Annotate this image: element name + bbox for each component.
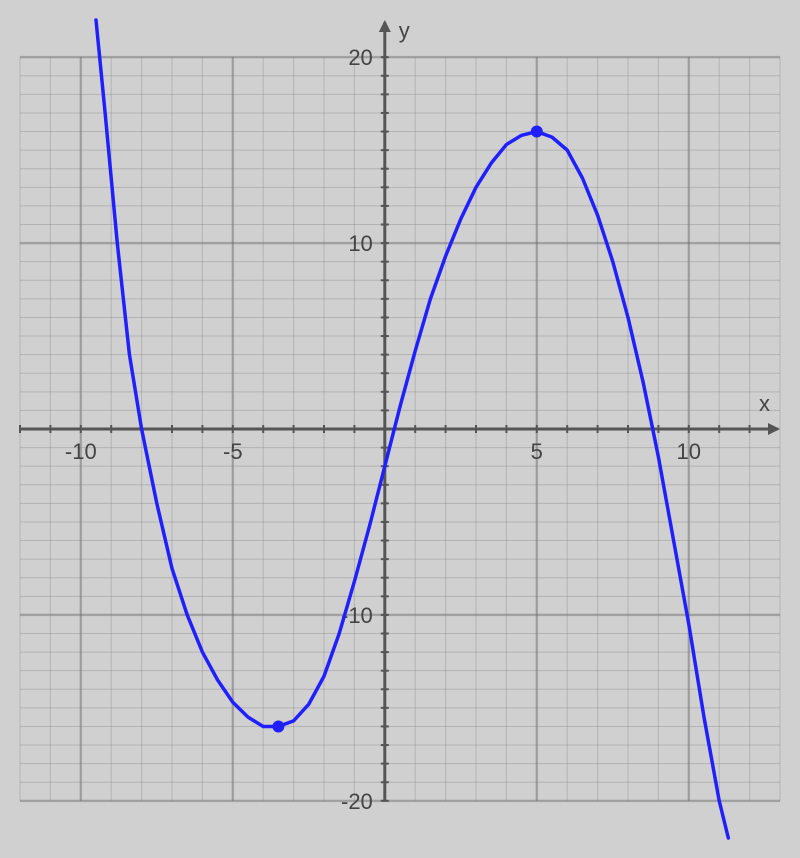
x-tick-label: 10 — [677, 439, 701, 464]
extremum-marker — [272, 720, 284, 732]
y-tick-label: 10 — [348, 231, 372, 256]
chart-container: yx-10-55102010-10-20 — [0, 0, 800, 858]
x-tick-label: -10 — [65, 439, 97, 464]
chart-svg: yx-10-55102010-10-20 — [0, 0, 800, 858]
x-axis-label: x — [759, 391, 770, 416]
x-tick-label: 5 — [531, 439, 543, 464]
y-tick-label: -20 — [341, 789, 373, 814]
y-tick-label: 20 — [348, 45, 372, 70]
y-axis-label: y — [399, 18, 410, 43]
x-tick-label: -5 — [223, 439, 243, 464]
extremum-marker — [531, 126, 543, 138]
